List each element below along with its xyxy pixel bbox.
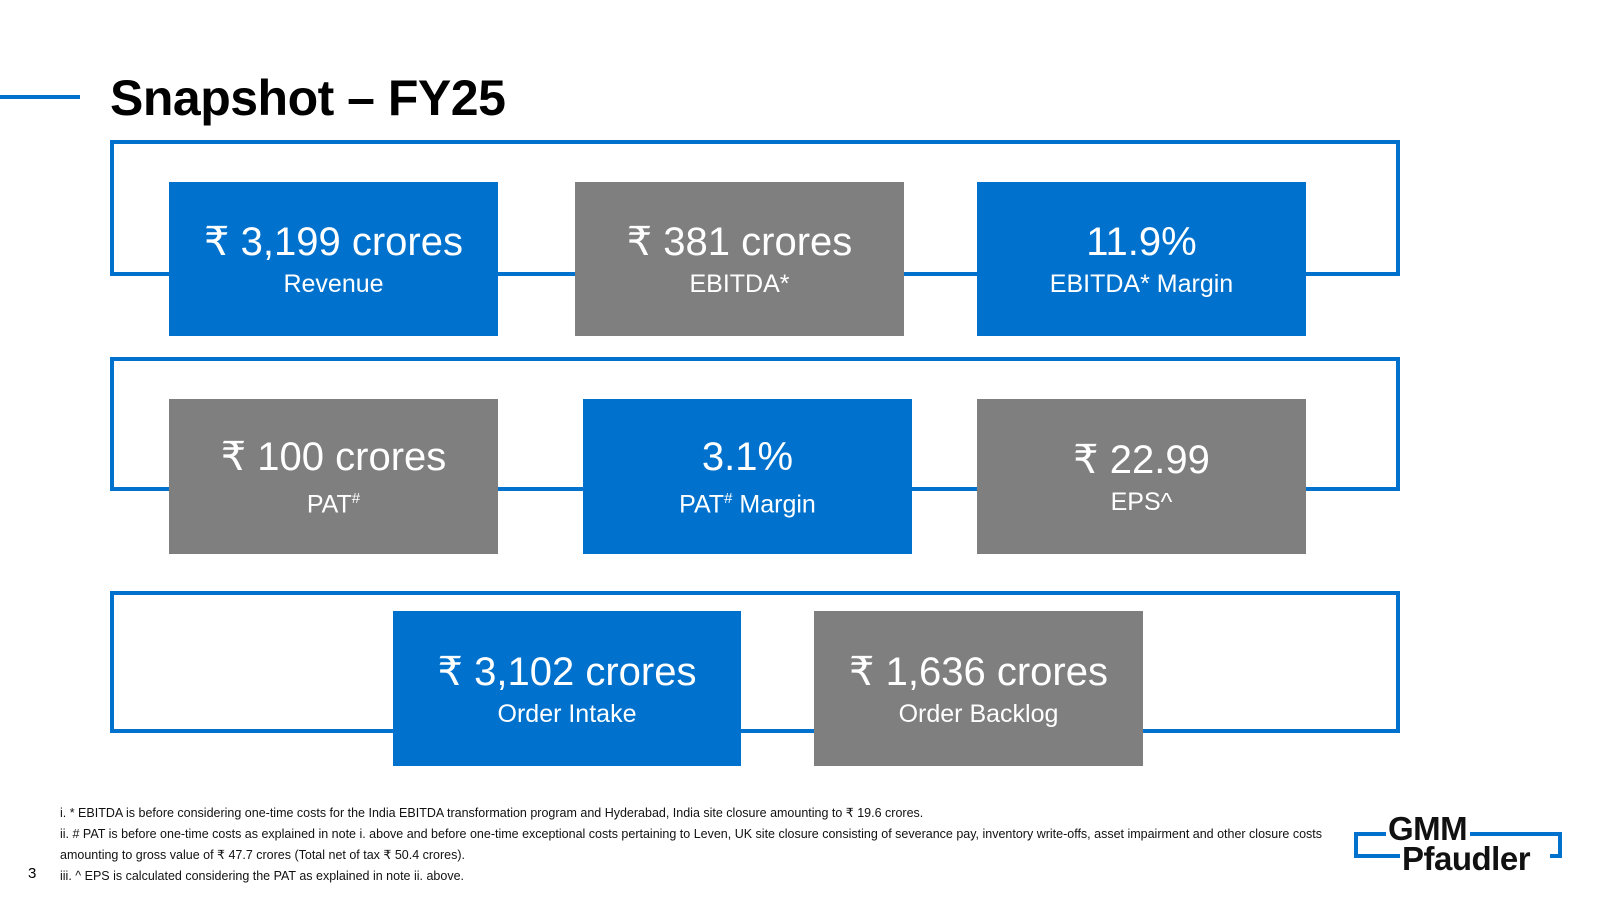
footnote-3: iii. ^ EPS is calculated considering the… [60,869,465,883]
pat-card: ₹ 100 crores PAT# [169,399,498,554]
order-backlog-label: Order Backlog [898,699,1059,728]
pat-value: ₹ 100 crores [220,434,447,479]
ebitda-margin-label: EBITDA* Margin [1049,270,1234,298]
row-3-frame [110,591,1400,733]
pat-label-text: PAT [306,490,352,519]
order-intake-value: ₹ 3,102 crores [437,649,697,694]
logo-line-2: Pfaudler [1402,840,1531,877]
pat-margin-label-sup: # [724,489,733,507]
logo-bracket-right-top [1470,832,1562,836]
logo-bracket-left-side [1354,832,1358,858]
revenue-value: ₹ 3,199 crores [204,220,463,264]
order-backlog-value: ₹ 1,636 crores [849,649,1108,694]
pat-margin-label-text: PAT [679,490,725,519]
pat-margin-label-suffix: Margin [732,490,816,519]
footnote-1: i. * EBITDA is before considering one-ti… [60,806,924,820]
pat-label-sup: # [351,489,361,507]
logo-bracket-left-bottom [1354,854,1400,858]
pat-margin-card: 3.1% PAT# Margin [583,399,912,554]
logo-bracket-right-bottom [1550,854,1562,858]
revenue-card: ₹ 3,199 crores Revenue [169,182,498,336]
order-intake-card: ₹ 3,102 crores Order Intake [393,611,741,766]
ebitda-margin-card: 11.9% EBITDA* Margin [977,182,1306,336]
eps-label: EPS^ [1110,487,1173,516]
order-intake-label: Order Intake [497,699,637,728]
eps-card: ₹ 22.99 EPS^ [977,399,1306,554]
revenue-label: Revenue [283,270,384,298]
title-accent-line [0,95,80,99]
pat-label: PAT# [307,483,360,520]
ebitda-card: ₹ 381 crores EBITDA* [575,182,904,336]
page-number: 3 [28,865,37,882]
footnotes: i. * EBITDA is before considering one-ti… [60,803,1350,887]
logo-bracket-left-top [1354,832,1386,836]
ebitda-label: EBITDA* [689,270,790,298]
ebitda-value: ₹ 381 crores [626,220,853,264]
eps-value: ₹ 22.99 [1073,437,1210,482]
ebitda-margin-value: 11.9% [1086,220,1197,264]
gmm-pfaudler-logo: GMM Pfaudler [1350,812,1570,882]
logo-line-1: GMM [1388,810,1468,847]
page-title: Snapshot – FY25 [110,70,506,126]
order-backlog-card: ₹ 1,636 crores Order Backlog [814,611,1143,766]
pat-margin-value: 3.1% [701,434,794,479]
logo-bracket-right-side [1558,832,1562,858]
footnote-2: ii. # PAT is before one-time costs as ex… [60,827,1322,862]
pat-margin-label: PAT# Margin [679,483,816,520]
